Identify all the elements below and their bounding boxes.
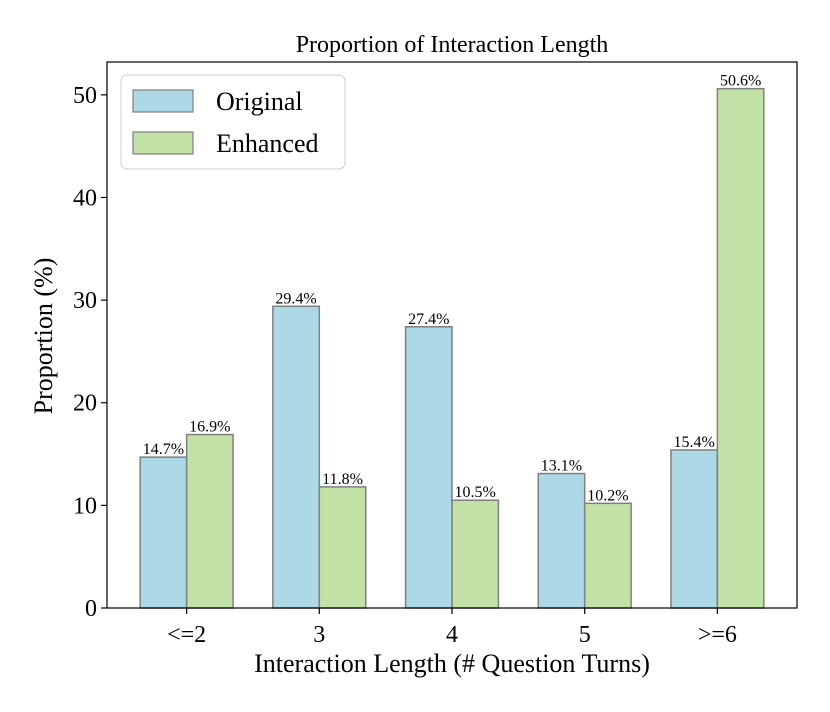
bar-labels-group: 14.7% 29.4% 27.4% 13.1% 15.4% 16.9% 11.8% 10.5%… (143, 73, 762, 505)
data-label-original-5: 15.4% (673, 434, 714, 451)
data-label-enhanced-2: 11.8% (322, 471, 363, 488)
y-tick-label-50: 50 (73, 83, 97, 109)
bar-enhanced-2 (318, 486, 367, 609)
y-tick-label-30: 30 (73, 288, 97, 314)
data-label-enhanced-3: 10.5% (455, 484, 496, 501)
data-label-original-1: 14.7% (143, 441, 184, 458)
data-label-enhanced-4: 10.2% (587, 487, 628, 504)
y-tick-label-0: 0 (85, 596, 97, 622)
bar-enhanced-4 (583, 502, 632, 609)
legend-swatch-enhanced (132, 131, 194, 155)
data-label-enhanced-5: 50.6% (720, 73, 761, 90)
y-tick-label-40: 40 (73, 185, 97, 211)
legend-swatch-original (132, 89, 194, 113)
y-axis-ticks: 0 10 20 30 40 50 (73, 83, 107, 622)
bar-original-2 (272, 305, 321, 609)
chart-title: Proportion of Interaction Length (296, 32, 609, 58)
x-tick-label-3: 4 (446, 622, 458, 648)
data-label-original-3: 27.4% (408, 311, 449, 328)
y-tick-label-20: 20 (73, 391, 97, 417)
data-label-enhanced-1: 16.9% (189, 419, 230, 436)
bar-original-1 (139, 456, 188, 609)
legend: Original Enhanced (120, 74, 346, 170)
bar-original-4 (537, 472, 586, 609)
x-tick-label-5: >=6 (698, 622, 737, 648)
x-tick-label-1: <=2 (167, 622, 206, 648)
bar-enhanced-1 (185, 433, 234, 609)
bar-original-3 (404, 326, 453, 609)
x-tick-label-2: 3 (313, 622, 325, 648)
legend-label-original: Original (216, 87, 303, 116)
x-axis-label: Interaction Length (# Question Turns) (254, 649, 650, 678)
y-tick-label-10: 10 (73, 493, 97, 519)
y-axis-label: Proportion (%) (29, 258, 58, 415)
data-label-original-4: 13.1% (541, 458, 582, 475)
x-axis-ticks: <=2 3 4 5 >=6 (167, 608, 737, 648)
x-tick-label-4: 5 (579, 622, 591, 648)
legend-label-enhanced: Enhanced (216, 129, 319, 158)
data-label-original-2: 29.4% (275, 290, 316, 307)
bars-group (139, 87, 765, 609)
bar-original-5 (670, 449, 719, 609)
bar-enhanced-5 (716, 87, 765, 609)
plot-area: 14.7% 29.4% 27.4% 13.1% 15.4% 16.9% 11.8% 10.5%… (73, 61, 798, 648)
bar-enhanced-3 (451, 499, 500, 609)
